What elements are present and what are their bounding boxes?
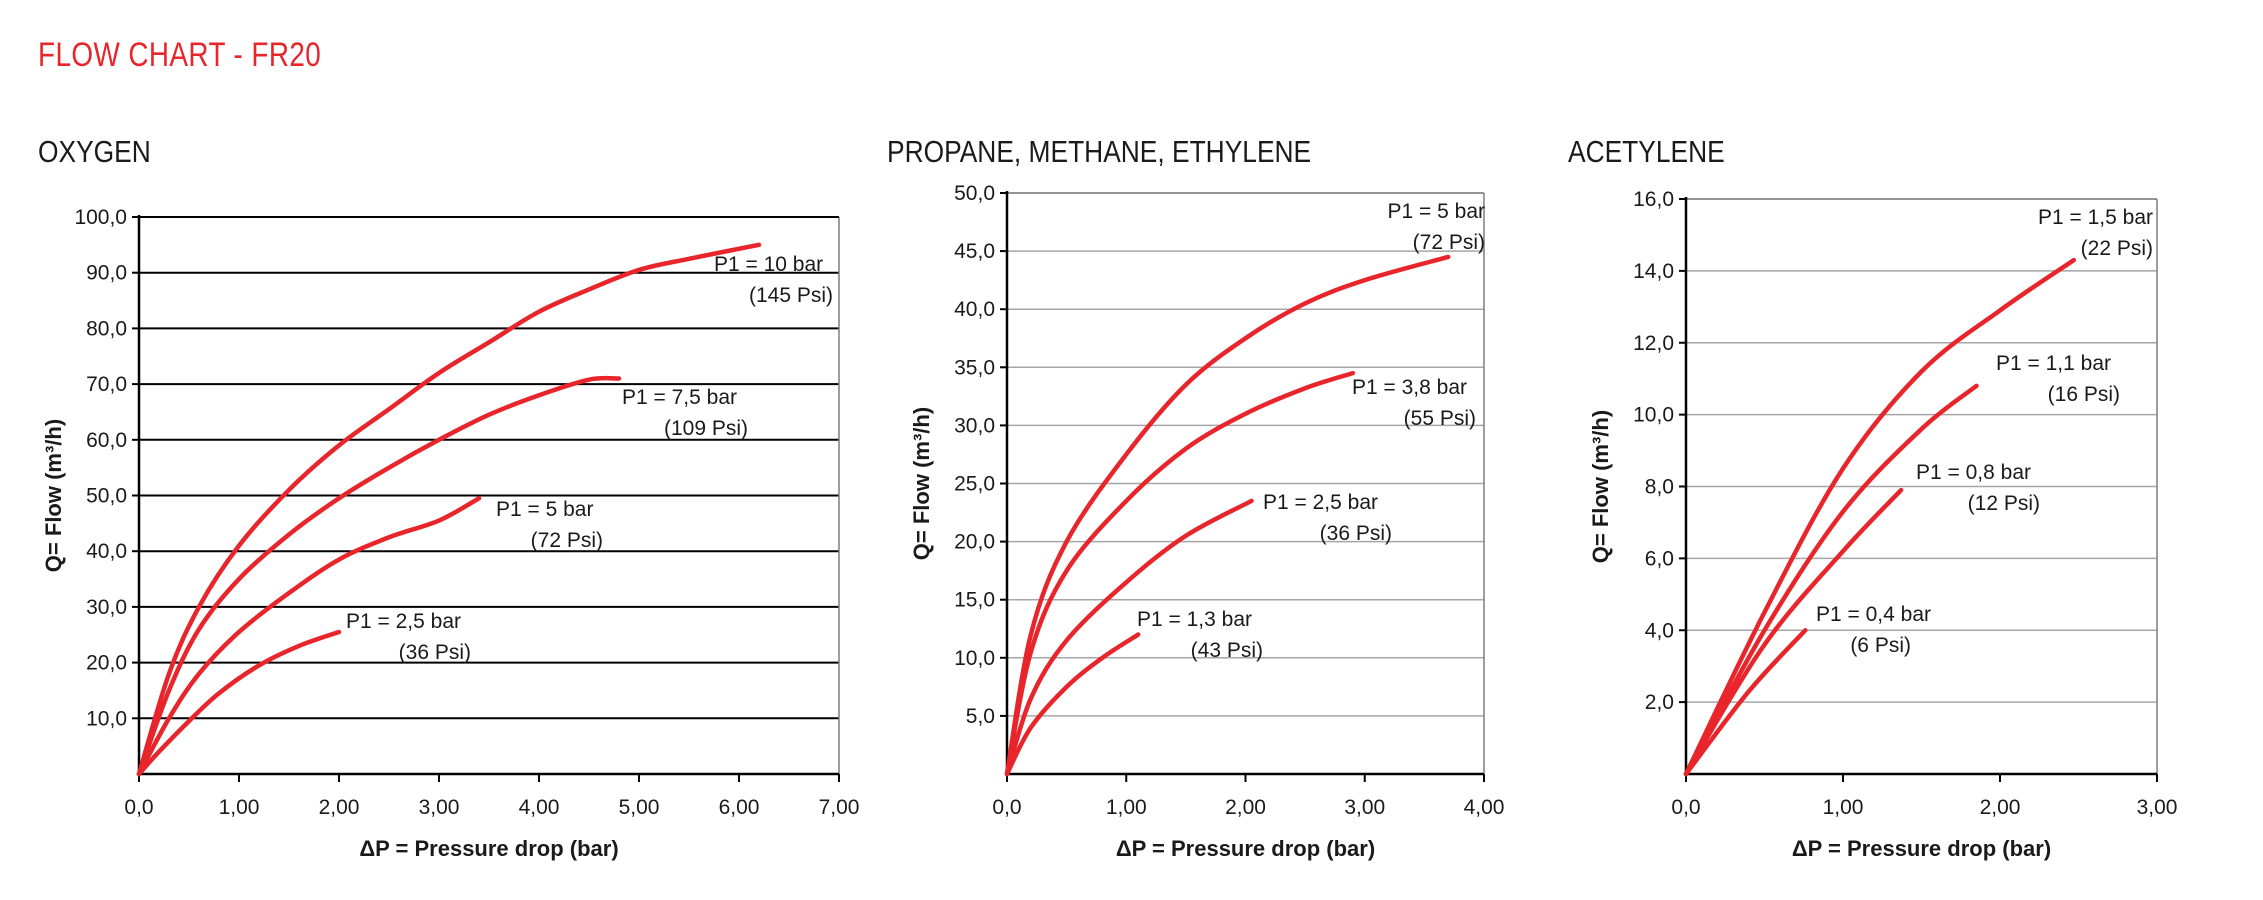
y-tick-label: 5,0 — [966, 705, 995, 728]
series-sublabel: (36 Psi) — [399, 641, 471, 664]
y-tick-label: 20,0 — [954, 531, 995, 554]
chart-title-oxygen: OXYGEN — [38, 134, 151, 169]
y-tick-label: 35,0 — [954, 356, 995, 379]
x-axis-label: ΔP = Pressure drop (bar) — [1792, 836, 2051, 861]
series-label: P1 = 5 bar — [1388, 200, 1485, 223]
series-line — [1004, 498, 1254, 777]
series-sublabel: (72 Psi) — [531, 529, 603, 552]
x-tick-label: 6,00 — [719, 796, 760, 819]
x-tick-label: 3,00 — [2137, 796, 2178, 819]
y-tick-label: 40,0 — [86, 540, 127, 563]
y-tick-label: 15,0 — [954, 589, 995, 612]
series-line — [136, 242, 762, 777]
chart-2: 2,0 4,0 6,0 8,0 10,0 12,0 14,0 16,0 0,0 1,00 2,00 3… — [1588, 188, 2177, 861]
y-tick-label: 20,0 — [86, 652, 127, 675]
y-axis-label: Q= Flow (m³/h) — [909, 407, 934, 560]
x-tick-label: 4,00 — [1464, 796, 1505, 819]
series-label: P1 = 0,4 bar — [1816, 603, 1931, 626]
y-tick-label: 10,0 — [954, 647, 995, 670]
series-line — [136, 375, 622, 777]
x-tick-label: 5,00 — [619, 796, 660, 819]
chart-0: 10,0 20,0 30,0 40,0 50,0 60,0 70,0 80,0 90,0 100,… — [41, 206, 859, 861]
series-sublabel: (36 Psi) — [1320, 522, 1392, 545]
series-sublabel: (6 Psi) — [1850, 634, 1911, 657]
series-sublabel: (12 Psi) — [1968, 492, 2040, 515]
x-tick-label: 1,00 — [1106, 796, 1147, 819]
series-line — [1683, 487, 1904, 777]
x-tick-label: 1,00 — [219, 796, 260, 819]
y-tick-label: 70,0 — [86, 373, 127, 396]
x-axis-label: ΔP = Pressure drop (bar) — [1116, 836, 1375, 861]
x-tick-label: 3,00 — [1344, 796, 1385, 819]
series-label: P1 = 2,5 bar — [346, 610, 461, 633]
series-label: P1 = 0,8 bar — [1916, 461, 2031, 484]
y-tick-label: 100,0 — [74, 206, 127, 229]
x-tick-label: 2,00 — [1225, 796, 1266, 819]
x-tick-label: 2,00 — [1980, 796, 2021, 819]
series-line — [1683, 628, 1808, 777]
chart-title-acetylene: ACETYLENE — [1568, 134, 1725, 169]
y-tick-label: 2,0 — [1645, 691, 1674, 714]
y-tick-label: 14,0 — [1633, 260, 1674, 283]
y-tick-label: 45,0 — [954, 240, 995, 263]
y-tick-label: 25,0 — [954, 473, 995, 496]
series-sublabel: (145 Psi) — [749, 284, 833, 307]
y-tick-label: 30,0 — [954, 414, 995, 437]
series-sublabel: (109 Psi) — [664, 417, 748, 440]
x-tick-label: 1,00 — [1823, 796, 1864, 819]
y-tick-label: 50,0 — [954, 182, 995, 205]
series-label: P1 = 1,3 bar — [1137, 608, 1252, 631]
series-sublabel: (55 Psi) — [1404, 407, 1476, 430]
x-axis-label: ΔP = Pressure drop (bar) — [359, 836, 618, 861]
series-sublabel: (16 Psi) — [2048, 383, 2120, 406]
series-sublabel: (72 Psi) — [1413, 231, 1485, 254]
x-tick-label: 0,0 — [992, 796, 1021, 819]
y-tick-label: 6,0 — [1645, 547, 1674, 570]
series-label: P1 = 1,1 bar — [1996, 352, 2111, 375]
y-tick-label: 10,0 — [1633, 404, 1674, 427]
y-axis-label: Q= Flow (m³/h) — [41, 419, 66, 572]
chart-1: 5,0 10,0 15,0 20,0 25,0 30,0 35,0 40,0 45,0 50,0 0… — [909, 182, 1504, 861]
series-line — [136, 496, 482, 777]
series-line — [1004, 254, 1451, 777]
x-tick-label: 0,0 — [124, 796, 153, 819]
series-label: P1 = 7,5 bar — [622, 386, 737, 409]
series-label: P1 = 1,5 bar — [2038, 206, 2153, 229]
series-line — [1004, 632, 1141, 777]
y-tick-label: 40,0 — [954, 298, 995, 321]
y-tick-label: 50,0 — [86, 485, 127, 508]
y-tick-label: 30,0 — [86, 596, 127, 619]
x-tick-label: 0,0 — [1671, 796, 1700, 819]
y-tick-label: 90,0 — [86, 262, 127, 285]
series-label: P1 = 10 bar — [714, 253, 823, 276]
y-tick-label: 16,0 — [1633, 188, 1674, 211]
series-line — [1683, 383, 1979, 777]
y-tick-label: 8,0 — [1645, 476, 1674, 499]
series-label: P1 = 5 bar — [496, 498, 593, 521]
series-line — [136, 629, 342, 777]
series-line — [1004, 370, 1356, 777]
y-axis-label: Q= Flow (m³/h) — [1588, 410, 1613, 563]
x-tick-label: 2,00 — [319, 796, 360, 819]
series-sublabel: (43 Psi) — [1191, 639, 1263, 662]
page-title: FLOW CHART - FR20 — [38, 36, 322, 74]
y-tick-label: 60,0 — [86, 429, 127, 452]
series-sublabel: (22 Psi) — [2081, 237, 2153, 260]
series-line — [1683, 257, 2077, 777]
x-tick-label: 4,00 — [519, 796, 560, 819]
chart-title-propane: PROPANE, METHANE, ETHYLENE — [887, 134, 1312, 169]
y-tick-label: 80,0 — [86, 317, 127, 340]
y-tick-label: 4,0 — [1645, 619, 1674, 642]
y-tick-label: 12,0 — [1633, 332, 1674, 355]
x-tick-label: 7,00 — [819, 796, 860, 819]
series-label: P1 = 3,8 bar — [1352, 376, 1467, 399]
series-label: P1 = 2,5 bar — [1263, 491, 1378, 514]
x-tick-label: 3,00 — [419, 796, 460, 819]
y-tick-label: 10,0 — [86, 707, 127, 730]
